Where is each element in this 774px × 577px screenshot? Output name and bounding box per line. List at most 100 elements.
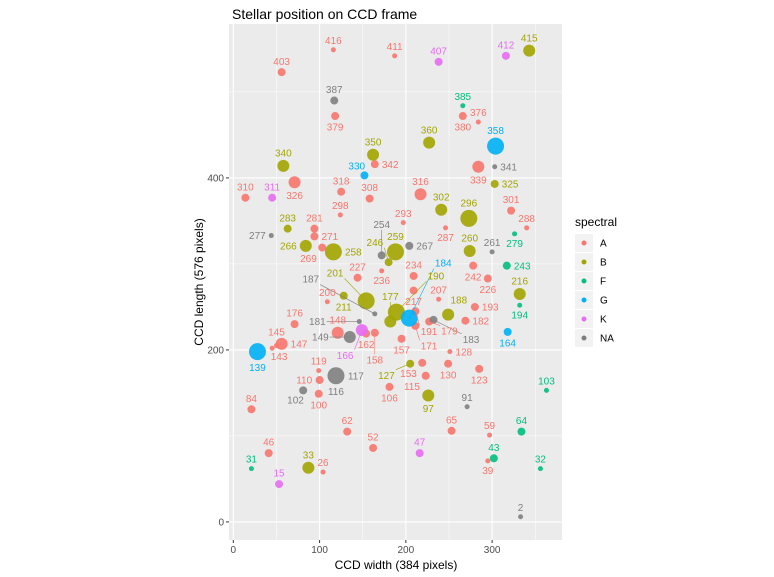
point-label: 217 — [405, 297, 422, 308]
point-label: 269 — [300, 254, 317, 265]
data-point — [461, 316, 470, 325]
data-point — [275, 480, 284, 489]
point-label: 201 — [327, 269, 344, 280]
data-point — [247, 405, 256, 414]
point-label: 271 — [321, 232, 338, 243]
point-label: 162 — [358, 340, 375, 351]
data-point — [275, 337, 288, 350]
point-label: 330 — [348, 161, 365, 172]
point-label: 296 — [460, 198, 477, 209]
point-label: 143 — [271, 352, 288, 363]
label-leader-line — [429, 321, 441, 326]
point-label: 103 — [538, 376, 555, 387]
legend-label: F — [600, 277, 606, 288]
data-point — [369, 443, 378, 452]
x-tick-label: 300 — [484, 545, 501, 556]
data-point — [324, 299, 330, 305]
y-tick-label: 200 — [207, 345, 224, 356]
data-point — [415, 449, 424, 458]
data-point — [248, 343, 266, 361]
data-point — [543, 387, 549, 393]
legend-swatch — [581, 316, 587, 322]
point-label: 316 — [412, 177, 429, 188]
data-point — [490, 179, 499, 188]
data-point — [360, 171, 369, 180]
point-label: 293 — [395, 209, 412, 220]
point-label: 260 — [461, 234, 478, 245]
x-tick-label: 0 — [231, 545, 237, 556]
point-label: 281 — [306, 213, 323, 224]
data-point — [517, 302, 523, 308]
point-label: 301 — [503, 195, 520, 206]
x-tick-label: 200 — [398, 545, 415, 556]
data-point — [310, 232, 319, 241]
point-label: 128 — [455, 347, 472, 358]
data-point — [299, 239, 312, 252]
data-point — [318, 243, 327, 252]
point-label: 123 — [471, 375, 488, 386]
data-point — [409, 286, 418, 295]
data-point — [320, 469, 326, 475]
point-label: 183 — [463, 335, 480, 346]
point-label: 226 — [479, 285, 496, 296]
point-label: 411 — [387, 42, 403, 53]
data-point — [436, 296, 442, 302]
data-point — [324, 243, 342, 261]
data-point — [268, 233, 274, 239]
point-label: 179 — [441, 327, 458, 338]
data-point — [513, 288, 526, 301]
data-point — [277, 159, 290, 172]
data-point — [483, 274, 492, 283]
point-label: 52 — [368, 433, 380, 444]
label-leader-line — [395, 363, 411, 370]
label-leader-line — [344, 278, 367, 302]
data-point — [288, 176, 301, 189]
point-label: 31 — [246, 455, 258, 466]
point-label: 65 — [446, 415, 458, 426]
label-leader-line — [409, 268, 435, 319]
data-point — [517, 427, 526, 436]
point-label: 350 — [365, 137, 382, 148]
label-leader-line — [354, 330, 363, 350]
point-label: 339 — [470, 175, 487, 186]
data-point — [422, 389, 435, 402]
data-point — [435, 203, 448, 216]
data-point — [475, 119, 481, 125]
data-point — [507, 206, 516, 215]
point-label: 310 — [237, 182, 254, 193]
point-label: 188 — [450, 296, 467, 307]
point-label: 261 — [484, 238, 501, 249]
data-point — [501, 51, 510, 60]
point-label: 117 — [348, 371, 364, 382]
point-label: 415 — [521, 33, 538, 44]
point-label: 407 — [430, 46, 447, 57]
point-label: 259 — [387, 232, 404, 243]
point-label: 46 — [263, 438, 275, 449]
data-point — [370, 160, 379, 169]
point-label: 166 — [337, 351, 354, 362]
legend-label: G — [600, 296, 608, 307]
point-label: 191 — [421, 327, 438, 338]
point-label: 115 — [404, 382, 420, 393]
data-point — [365, 194, 374, 203]
label-leader-line — [433, 319, 462, 335]
point-label: 116 — [328, 387, 344, 398]
point-label: 283 — [279, 213, 296, 224]
data-point — [421, 371, 430, 380]
axis-ticks: 0 100 200 300 0 200 400 — [207, 173, 501, 556]
point-label: 360 — [421, 125, 438, 136]
point-label: 277 — [249, 231, 266, 242]
point-label: 47 — [414, 438, 426, 449]
data-point — [310, 224, 319, 233]
point-label: 119 — [311, 357, 327, 368]
point-label: 39 — [482, 466, 494, 477]
legend-swatch — [581, 335, 587, 341]
point-label: 184 — [435, 259, 452, 270]
data-point — [458, 112, 467, 121]
data-point — [290, 320, 299, 329]
data-point — [330, 47, 336, 53]
point-label: 171 — [421, 341, 438, 352]
point-label: 267 — [416, 241, 433, 252]
